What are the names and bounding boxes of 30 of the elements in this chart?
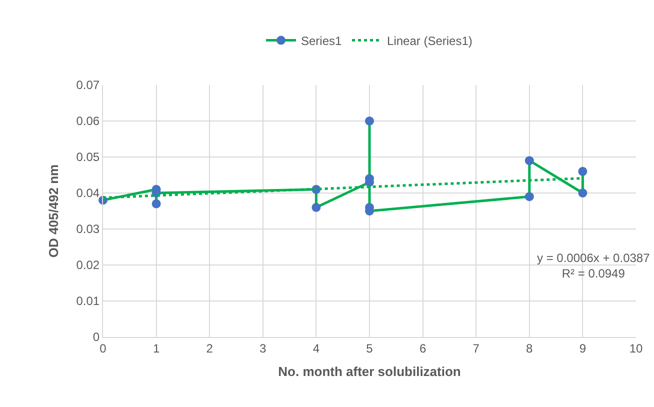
x-tick-label: 10 [629, 341, 643, 356]
legend-label: Series1 [301, 34, 342, 48]
x-tick-label: 7 [472, 341, 480, 356]
x-tick-label: 5 [366, 341, 374, 356]
x-tick-label: 8 [526, 341, 534, 356]
point [524, 192, 534, 202]
x-tick-label: 4 [312, 341, 320, 356]
y-tick-label: 0.01 [76, 294, 100, 308]
y-tick-label: 0 [92, 330, 100, 344]
point [524, 156, 534, 166]
point [312, 202, 321, 212]
x-axis-title: No. month after solubilization [278, 364, 461, 379]
point [578, 188, 588, 198]
y-tick-label: 0.02 [76, 258, 100, 272]
legend-label: Linear (Series1) [387, 34, 472, 48]
point [578, 166, 588, 176]
x-tick-label: 2 [206, 341, 214, 356]
point [152, 199, 161, 208]
y-tick-label: 0.07 [76, 78, 100, 92]
x-tick-label: 3 [260, 341, 267, 356]
y-tick-label: 0.04 [76, 186, 100, 200]
y-tick-label: 0.03 [76, 222, 100, 236]
x-tick-label: 9 [579, 341, 586, 356]
point [365, 116, 374, 126]
x-tick-label: 1 [152, 341, 160, 356]
y-tick-label: 0.05 [76, 150, 100, 164]
y-axis-title: OD 405/492 nm [46, 164, 62, 258]
annotation: y = 0.0006x + 0.0387 R² = 0.0949 [537, 251, 650, 281]
x-tick-label: 6 [419, 341, 426, 356]
y-tick-label: 0.06 [76, 114, 100, 128]
